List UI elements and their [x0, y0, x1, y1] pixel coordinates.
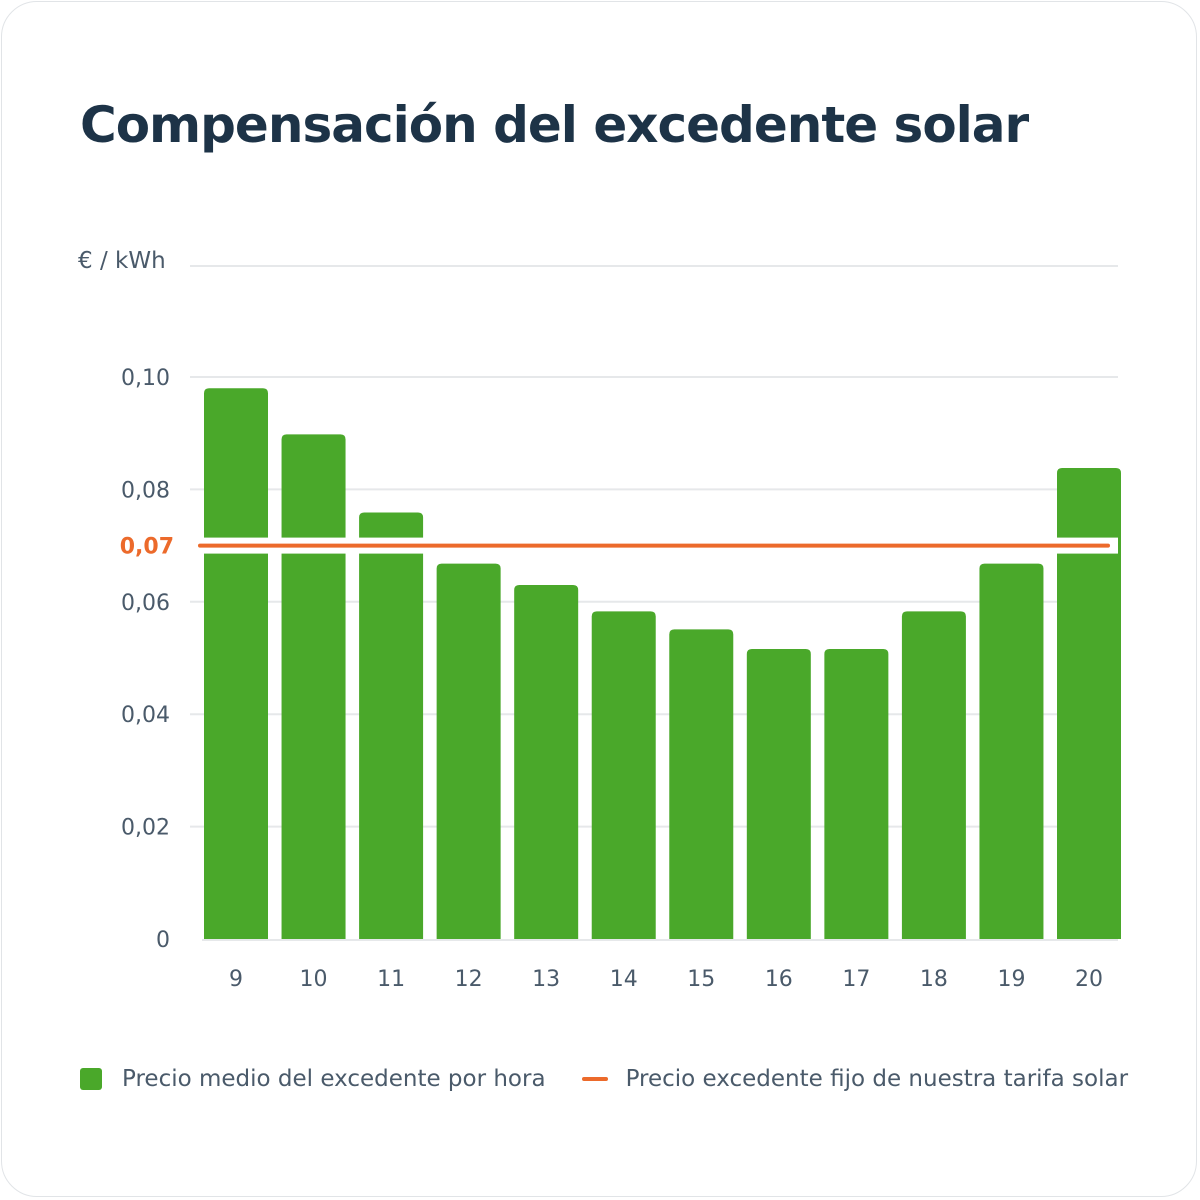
- y-axis-label: € / kWh: [78, 248, 166, 274]
- legend-label-line: Precio excedente fijo de nuestra tarifa …: [625, 1066, 1129, 1092]
- legend-item-bars: Precio medio del excedente por hora: [80, 1066, 546, 1092]
- y-axis-ticks: 0 0,02 0,04 0,06 0,08 0,10: [121, 366, 170, 953]
- reference-line-label: 0,07: [120, 535, 174, 560]
- bar: [281, 434, 346, 939]
- x-tick-label: 14: [610, 967, 638, 992]
- y-tick-label: 0: [156, 928, 170, 953]
- legend-swatch-line: [581, 1077, 608, 1081]
- y-tick-label: 0,06: [121, 591, 170, 616]
- bar: [1057, 468, 1121, 939]
- bar: [901, 611, 966, 939]
- bars: [204, 388, 1121, 939]
- legend: Precio medio del excedente por hora Prec…: [80, 1066, 1128, 1092]
- x-tick-label: 19: [997, 967, 1025, 992]
- legend-item-line: Precio excedente fijo de nuestra tarifa …: [546, 1066, 1129, 1092]
- bar: [669, 629, 734, 939]
- bar: [591, 611, 656, 939]
- bar: [979, 563, 1044, 939]
- bar: [359, 512, 424, 939]
- bar: [514, 584, 579, 939]
- bar: [824, 649, 889, 939]
- x-tick-label: 17: [842, 967, 870, 992]
- y-tick-label: 0,02: [121, 816, 170, 841]
- x-tick-label: 13: [532, 967, 560, 992]
- y-tick-label: 0,04: [121, 703, 170, 728]
- legend-label-bars: Precio medio del excedente por hora: [122, 1066, 546, 1092]
- x-tick-label: 20: [1075, 967, 1103, 992]
- x-tick-label: 15: [687, 967, 715, 992]
- bar: [204, 388, 268, 939]
- bar: [436, 563, 501, 939]
- x-tick-label: 9: [229, 967, 243, 992]
- x-tick-label: 11: [377, 967, 405, 992]
- chart-title: Compensación del excedente solar: [80, 96, 1029, 154]
- x-tick-label: 18: [920, 967, 948, 992]
- x-tick-label: 12: [455, 967, 483, 992]
- x-axis-ticks: 9 10 11 12 13 14 15 16 17 18 19 20: [229, 967, 1103, 992]
- y-tick-label: 0,10: [121, 366, 170, 391]
- legend-swatch-bar: [80, 1068, 102, 1090]
- y-tick-label: 0,08: [121, 478, 170, 503]
- bar: [746, 649, 811, 939]
- x-tick-label: 16: [765, 967, 793, 992]
- reference-line-group: 0,07: [120, 535, 1118, 560]
- x-tick-label: 10: [300, 967, 328, 992]
